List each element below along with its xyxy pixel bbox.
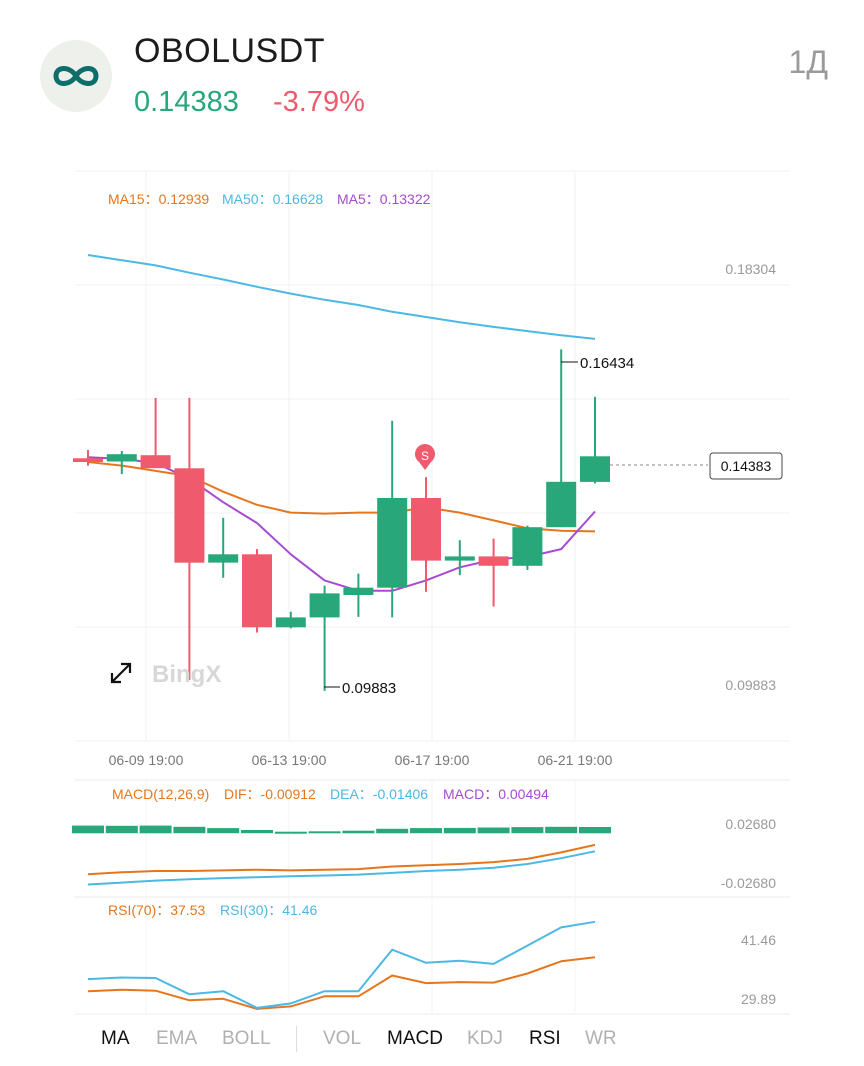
- legend-ma15: MA15：0.12939: [108, 191, 209, 207]
- rsi-legend-30: RSI(30)：41.46: [220, 902, 317, 918]
- macd-bar: [173, 826, 206, 834]
- x-tick-3: 06-17 19:00: [395, 752, 470, 768]
- candle-body: [140, 455, 171, 469]
- tab-ema[interactable]: EMA: [156, 1028, 198, 1049]
- macd-bar: [410, 828, 442, 834]
- x-tick-2: 06-13 19:00: [252, 752, 327, 768]
- ma50-line: [87, 254, 596, 340]
- period-selector[interactable]: 1Д: [788, 44, 828, 80]
- macd-bar: [274, 831, 307, 834]
- token-logo: [40, 40, 112, 112]
- macd-dif-line: [87, 843, 596, 876]
- x-tick-1: 06-09 19:00: [109, 752, 184, 768]
- candle-body: [208, 554, 239, 563]
- high-marker: 0.16434: [561, 355, 634, 372]
- high-label: 0.16434: [580, 355, 634, 372]
- rsi-legend-70: RSI(70)：37.53: [108, 902, 205, 918]
- macd-bar: [342, 830, 375, 834]
- header: OBOLUSDT 0.14383 -3.79% 1Д: [0, 0, 864, 140]
- legend-ma50: MA50：0.16628: [222, 191, 323, 207]
- infinity-icon: [53, 66, 99, 86]
- tab-macd[interactable]: MACD: [387, 1028, 443, 1049]
- chart-canvas[interactable]: MA15：0.12939 MA50：0.16628 MA5：0.13322 0.…: [0, 0, 864, 1016]
- macd-y-tick-bottom: -0.02680: [721, 875, 776, 891]
- candles: [73, 349, 610, 691]
- low-label: 0.09883: [342, 680, 396, 697]
- bingx-watermark: BingX: [152, 661, 221, 688]
- macd-bar: [308, 831, 341, 834]
- tab-kdj[interactable]: KDJ: [467, 1028, 503, 1049]
- macd-legend-name: MACD(12,26,9): [112, 786, 209, 802]
- indicator-tabs: MA EMA BOLL VOL MACD KDJ RSI WR: [0, 1016, 864, 1062]
- candle-body: [377, 498, 408, 588]
- macd-bar: [443, 827, 476, 834]
- candle-body: [309, 593, 340, 618]
- macd-legend-macd: MACD：0.00494: [443, 786, 549, 802]
- macd-bar: [376, 828, 409, 834]
- tab-rsi[interactable]: RSI: [529, 1028, 561, 1049]
- rsi70-line: [87, 956, 596, 1010]
- sell-signal-marker[interactable]: S: [415, 443, 435, 470]
- legend-ma5: MA5：0.13322: [337, 191, 431, 207]
- last-price: 0.14383: [134, 86, 239, 118]
- tab-wr[interactable]: WR: [585, 1028, 617, 1049]
- price-change: -3.79%: [273, 86, 365, 118]
- y-tick-high: 0.18304: [725, 261, 776, 277]
- macd-bar: [579, 827, 611, 834]
- macd-bar: [207, 828, 240, 834]
- macd-bar: [545, 826, 578, 834]
- price-label-box: 0.14383: [709, 452, 783, 480]
- candle-body: [478, 556, 509, 566]
- candle-body: [343, 587, 374, 595]
- macd-bar: [477, 827, 510, 834]
- candle-body: [275, 617, 306, 628]
- macd-bar: [72, 825, 104, 834]
- expand-icon[interactable]: [110, 662, 132, 684]
- x-axis: 06-09 19:00 06-13 19:00 06-17 19:00 06-2…: [109, 752, 613, 768]
- macd-bar: [105, 825, 138, 834]
- tab-divider: [296, 1026, 297, 1052]
- tab-boll[interactable]: BOLL: [222, 1028, 271, 1049]
- ma-lines: [87, 254, 596, 592]
- candle-body: [106, 454, 137, 462]
- macd-panel: [72, 825, 611, 886]
- candle-body: [444, 556, 475, 561]
- candle-body: [411, 498, 441, 561]
- macd-bar: [511, 827, 544, 834]
- macd-y-tick-top: 0.02680: [725, 816, 776, 832]
- sell-signal-label: S: [421, 449, 429, 463]
- rsi-y-tick-bottom: 29.89: [741, 991, 776, 1007]
- candle-body: [73, 458, 103, 462]
- macd-bar: [139, 825, 172, 834]
- macd-dea-line: [87, 850, 596, 886]
- x-tick-4: 06-21 19:00: [538, 752, 613, 768]
- tab-vol[interactable]: VOL: [323, 1028, 362, 1049]
- price-label: 0.14383: [721, 458, 772, 474]
- macd-legend-dif: DIF：-0.00912: [224, 786, 316, 802]
- candle-body: [174, 468, 205, 563]
- macd-legend-dea: DEA：-0.01406: [330, 786, 428, 802]
- candle-body: [512, 527, 543, 566]
- candle-body: [546, 481, 577, 528]
- grid-lines: [75, 170, 790, 1015]
- macd-bar: [241, 830, 273, 834]
- rsi-y-tick-top: 41.46: [741, 932, 776, 948]
- candle-body: [580, 456, 610, 482]
- symbol-title: OBOLUSDT: [134, 32, 326, 70]
- rsi-panel: [87, 920, 596, 1010]
- ma5-line: [87, 456, 596, 592]
- tab-ma[interactable]: MA: [101, 1028, 130, 1049]
- candle-body: [242, 554, 272, 628]
- ma15-line: [87, 461, 596, 533]
- rsi30-line: [87, 920, 596, 1009]
- low-marker: 0.09883: [324, 680, 396, 697]
- y-tick-low: 0.09883: [725, 677, 776, 693]
